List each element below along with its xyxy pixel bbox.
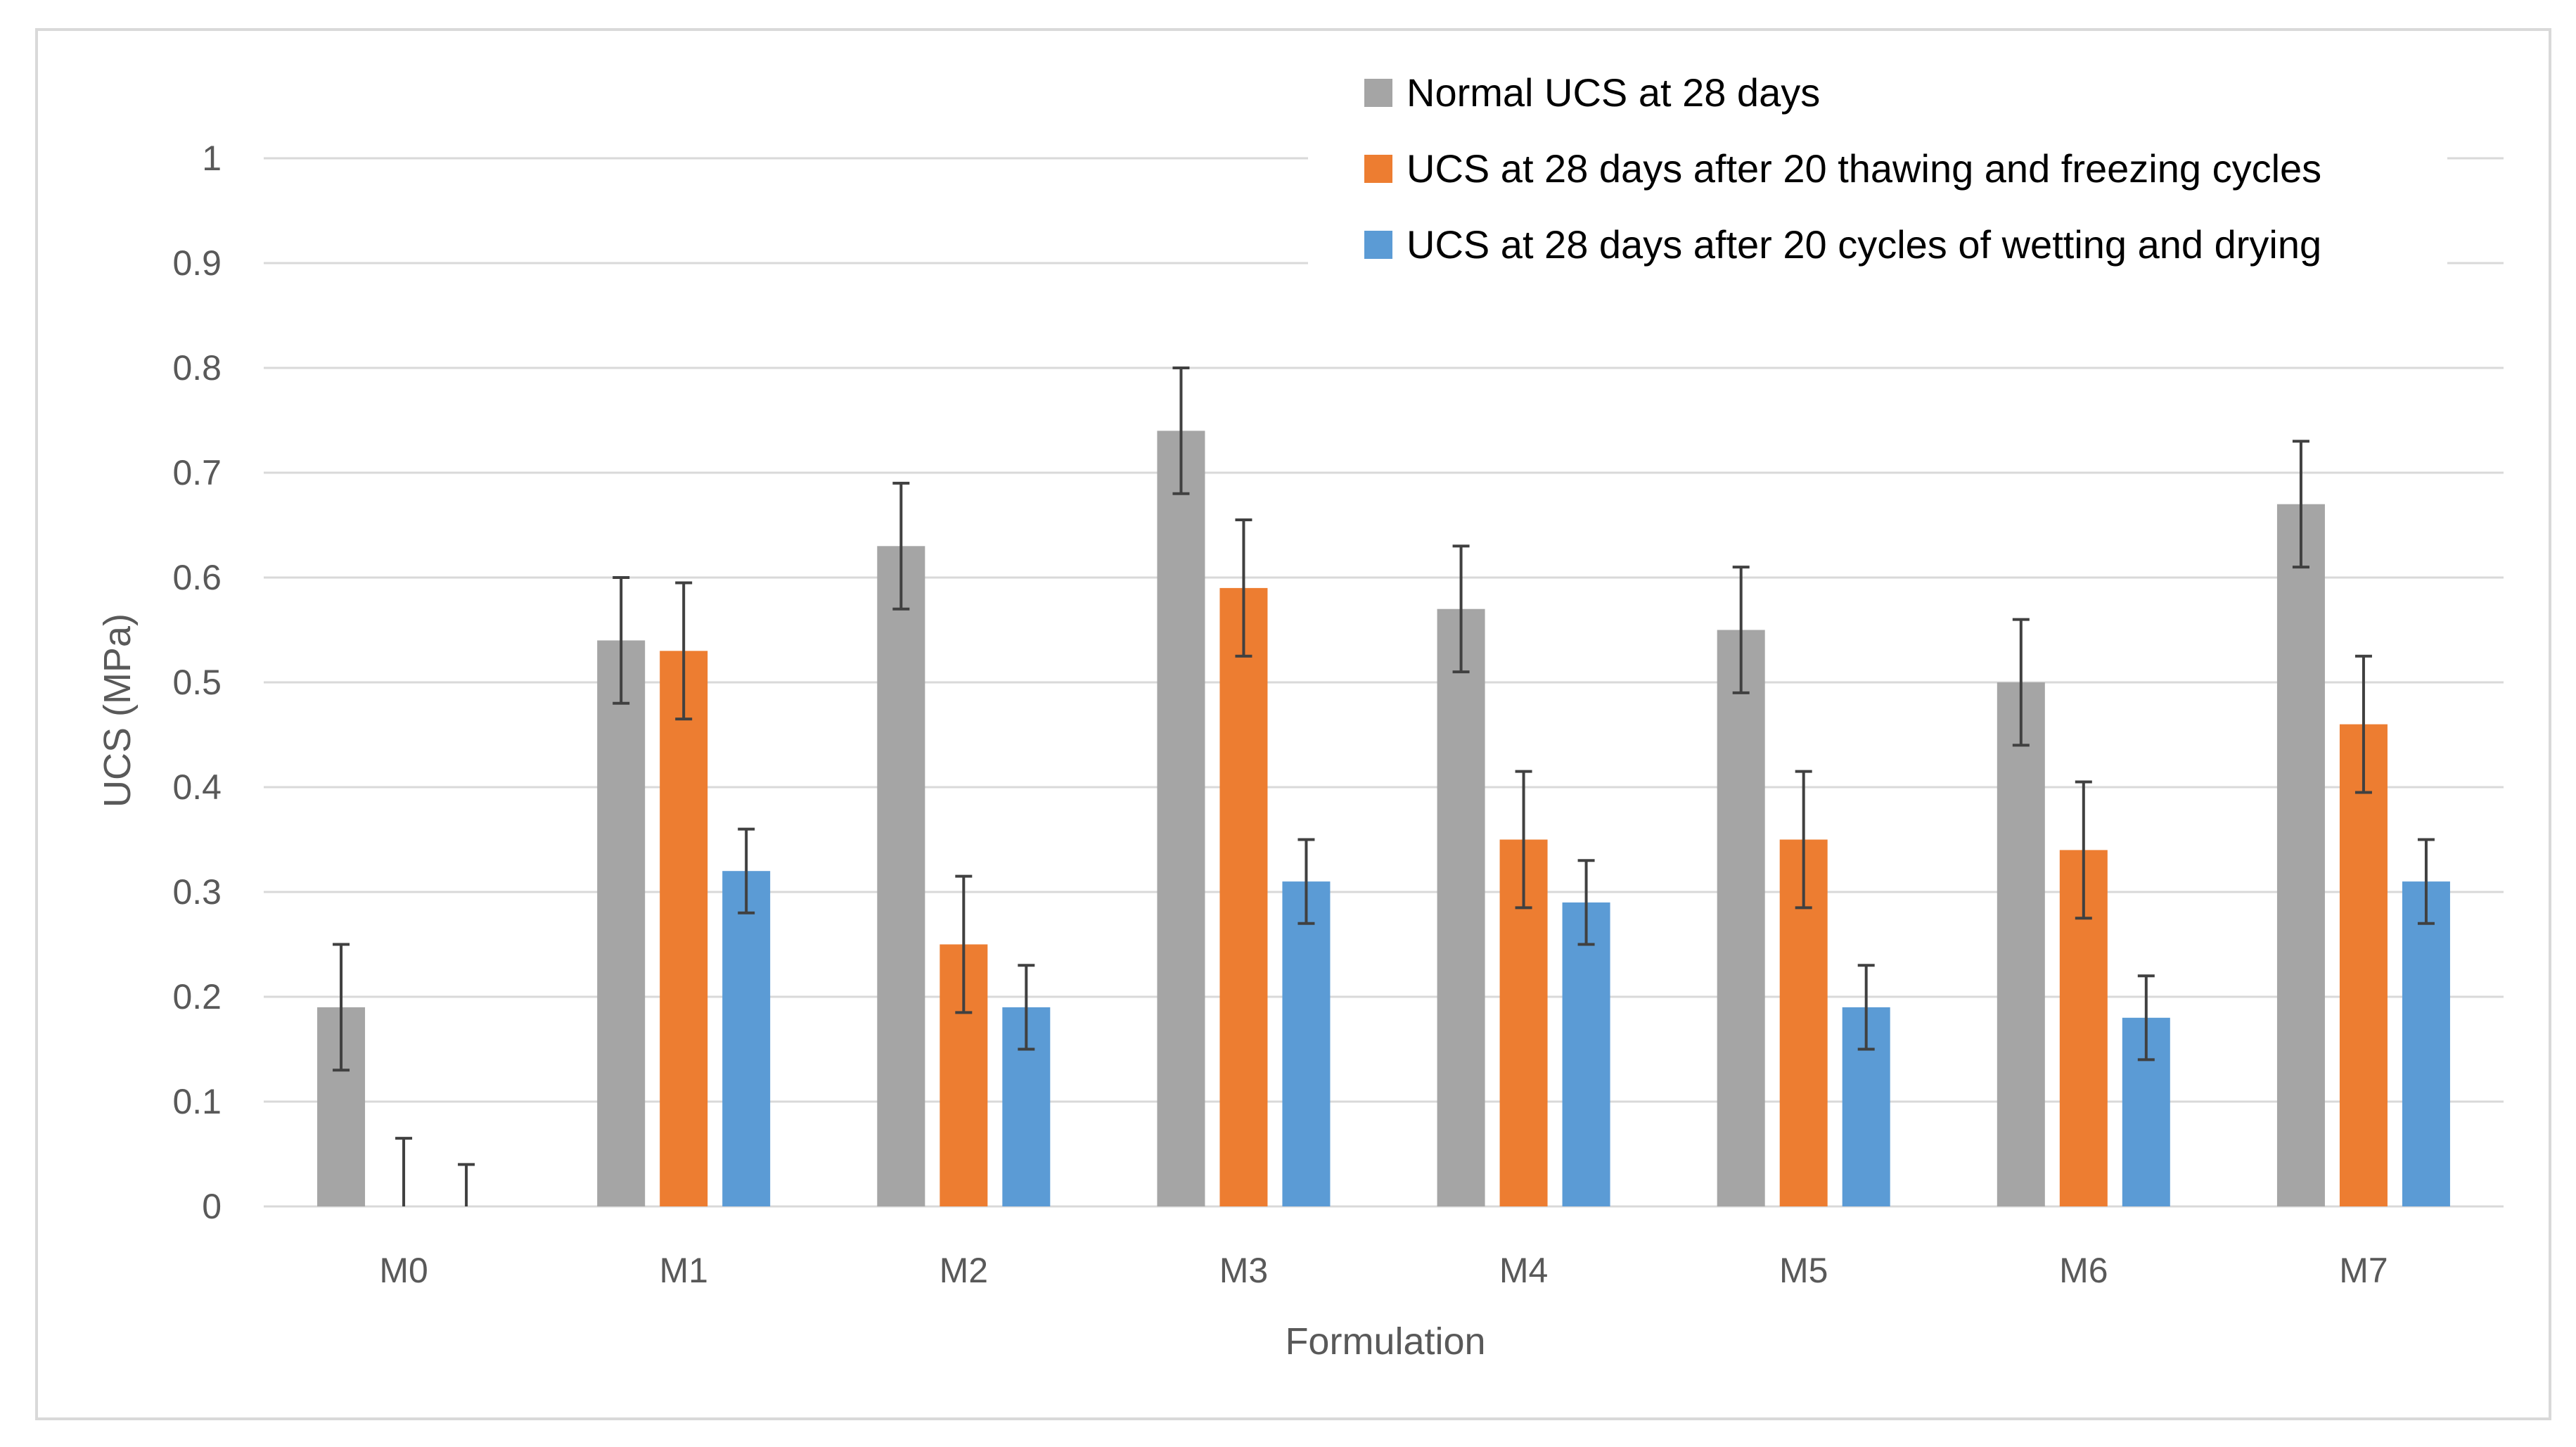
y-tick-label: 0.9 xyxy=(172,243,222,283)
bar-m7-series-1 xyxy=(2276,504,2325,1206)
bar-m1-series-3 xyxy=(722,871,771,1206)
y-tick-label: 0.7 xyxy=(172,453,222,492)
x-tick-label: M7 xyxy=(2339,1251,2388,1290)
x-tick-label: M3 xyxy=(1219,1251,1268,1290)
x-tick-label: M0 xyxy=(379,1251,428,1290)
legend-label-3: UCS at 28 days after 20 cycles of wettin… xyxy=(1406,222,2321,267)
y-tick-label: 0 xyxy=(202,1187,222,1226)
bar-m3-series-1 xyxy=(1157,431,1205,1206)
y-axis-ticks: 0 0.1 0.2 0.3 0.4 0.5 0.6 0.7 0.8 0.9 1 xyxy=(172,139,222,1226)
bar-m2-series-1 xyxy=(877,546,925,1206)
legend: Normal UCS at 28 days UCS at 28 days afte… xyxy=(1308,56,2447,288)
legend-swatch-2 xyxy=(1364,155,1392,183)
error-bars xyxy=(333,366,2435,1206)
x-tick-label: M4 xyxy=(1499,1251,1548,1290)
y-tick-label: 0.4 xyxy=(172,767,222,807)
bar-m1-series-2 xyxy=(660,651,708,1206)
bars xyxy=(317,431,2450,1206)
legend-background xyxy=(1308,56,2447,288)
bar-m7-series-2 xyxy=(2339,724,2388,1206)
y-tick-label: 0.1 xyxy=(172,1082,222,1121)
bar-m7-series-3 xyxy=(2402,881,2450,1206)
bar-m1-series-1 xyxy=(597,640,646,1206)
x-tick-label: M5 xyxy=(1779,1251,1828,1290)
y-tick-label: 0.5 xyxy=(172,663,222,702)
y-tick-label: 0.8 xyxy=(172,348,222,388)
y-axis-title: UCS (MPa) xyxy=(96,613,139,808)
x-tick-label: M2 xyxy=(940,1251,988,1290)
legend-swatch-1 xyxy=(1364,79,1392,107)
x-tick-label: M6 xyxy=(2059,1251,2108,1290)
bar-m5-series-1 xyxy=(1717,630,1765,1206)
bar-m3-series-3 xyxy=(1282,881,1331,1206)
y-tick-label: 0.2 xyxy=(172,977,222,1016)
x-axis-ticks: M0 M1 M2 M3 M4 M5 M6 M7 xyxy=(379,1251,2388,1290)
legend-label-1: Normal UCS at 28 days xyxy=(1406,70,1820,115)
x-tick-label: M1 xyxy=(659,1251,707,1290)
bar-m4-series-1 xyxy=(1437,608,1485,1206)
x-axis-title: Formulation xyxy=(1285,1320,1485,1363)
bar-m4-series-3 xyxy=(1562,902,1610,1206)
bar-m3-series-2 xyxy=(1219,587,1268,1206)
y-tick-label: 0.3 xyxy=(172,872,222,912)
legend-swatch-3 xyxy=(1364,231,1392,259)
legend-label-2: UCS at 28 days after 20 thawing and free… xyxy=(1406,146,2321,191)
bar-m6-series-1 xyxy=(1997,682,2045,1206)
y-tick-label: 1 xyxy=(202,139,222,178)
y-tick-label: 0.6 xyxy=(172,558,222,597)
